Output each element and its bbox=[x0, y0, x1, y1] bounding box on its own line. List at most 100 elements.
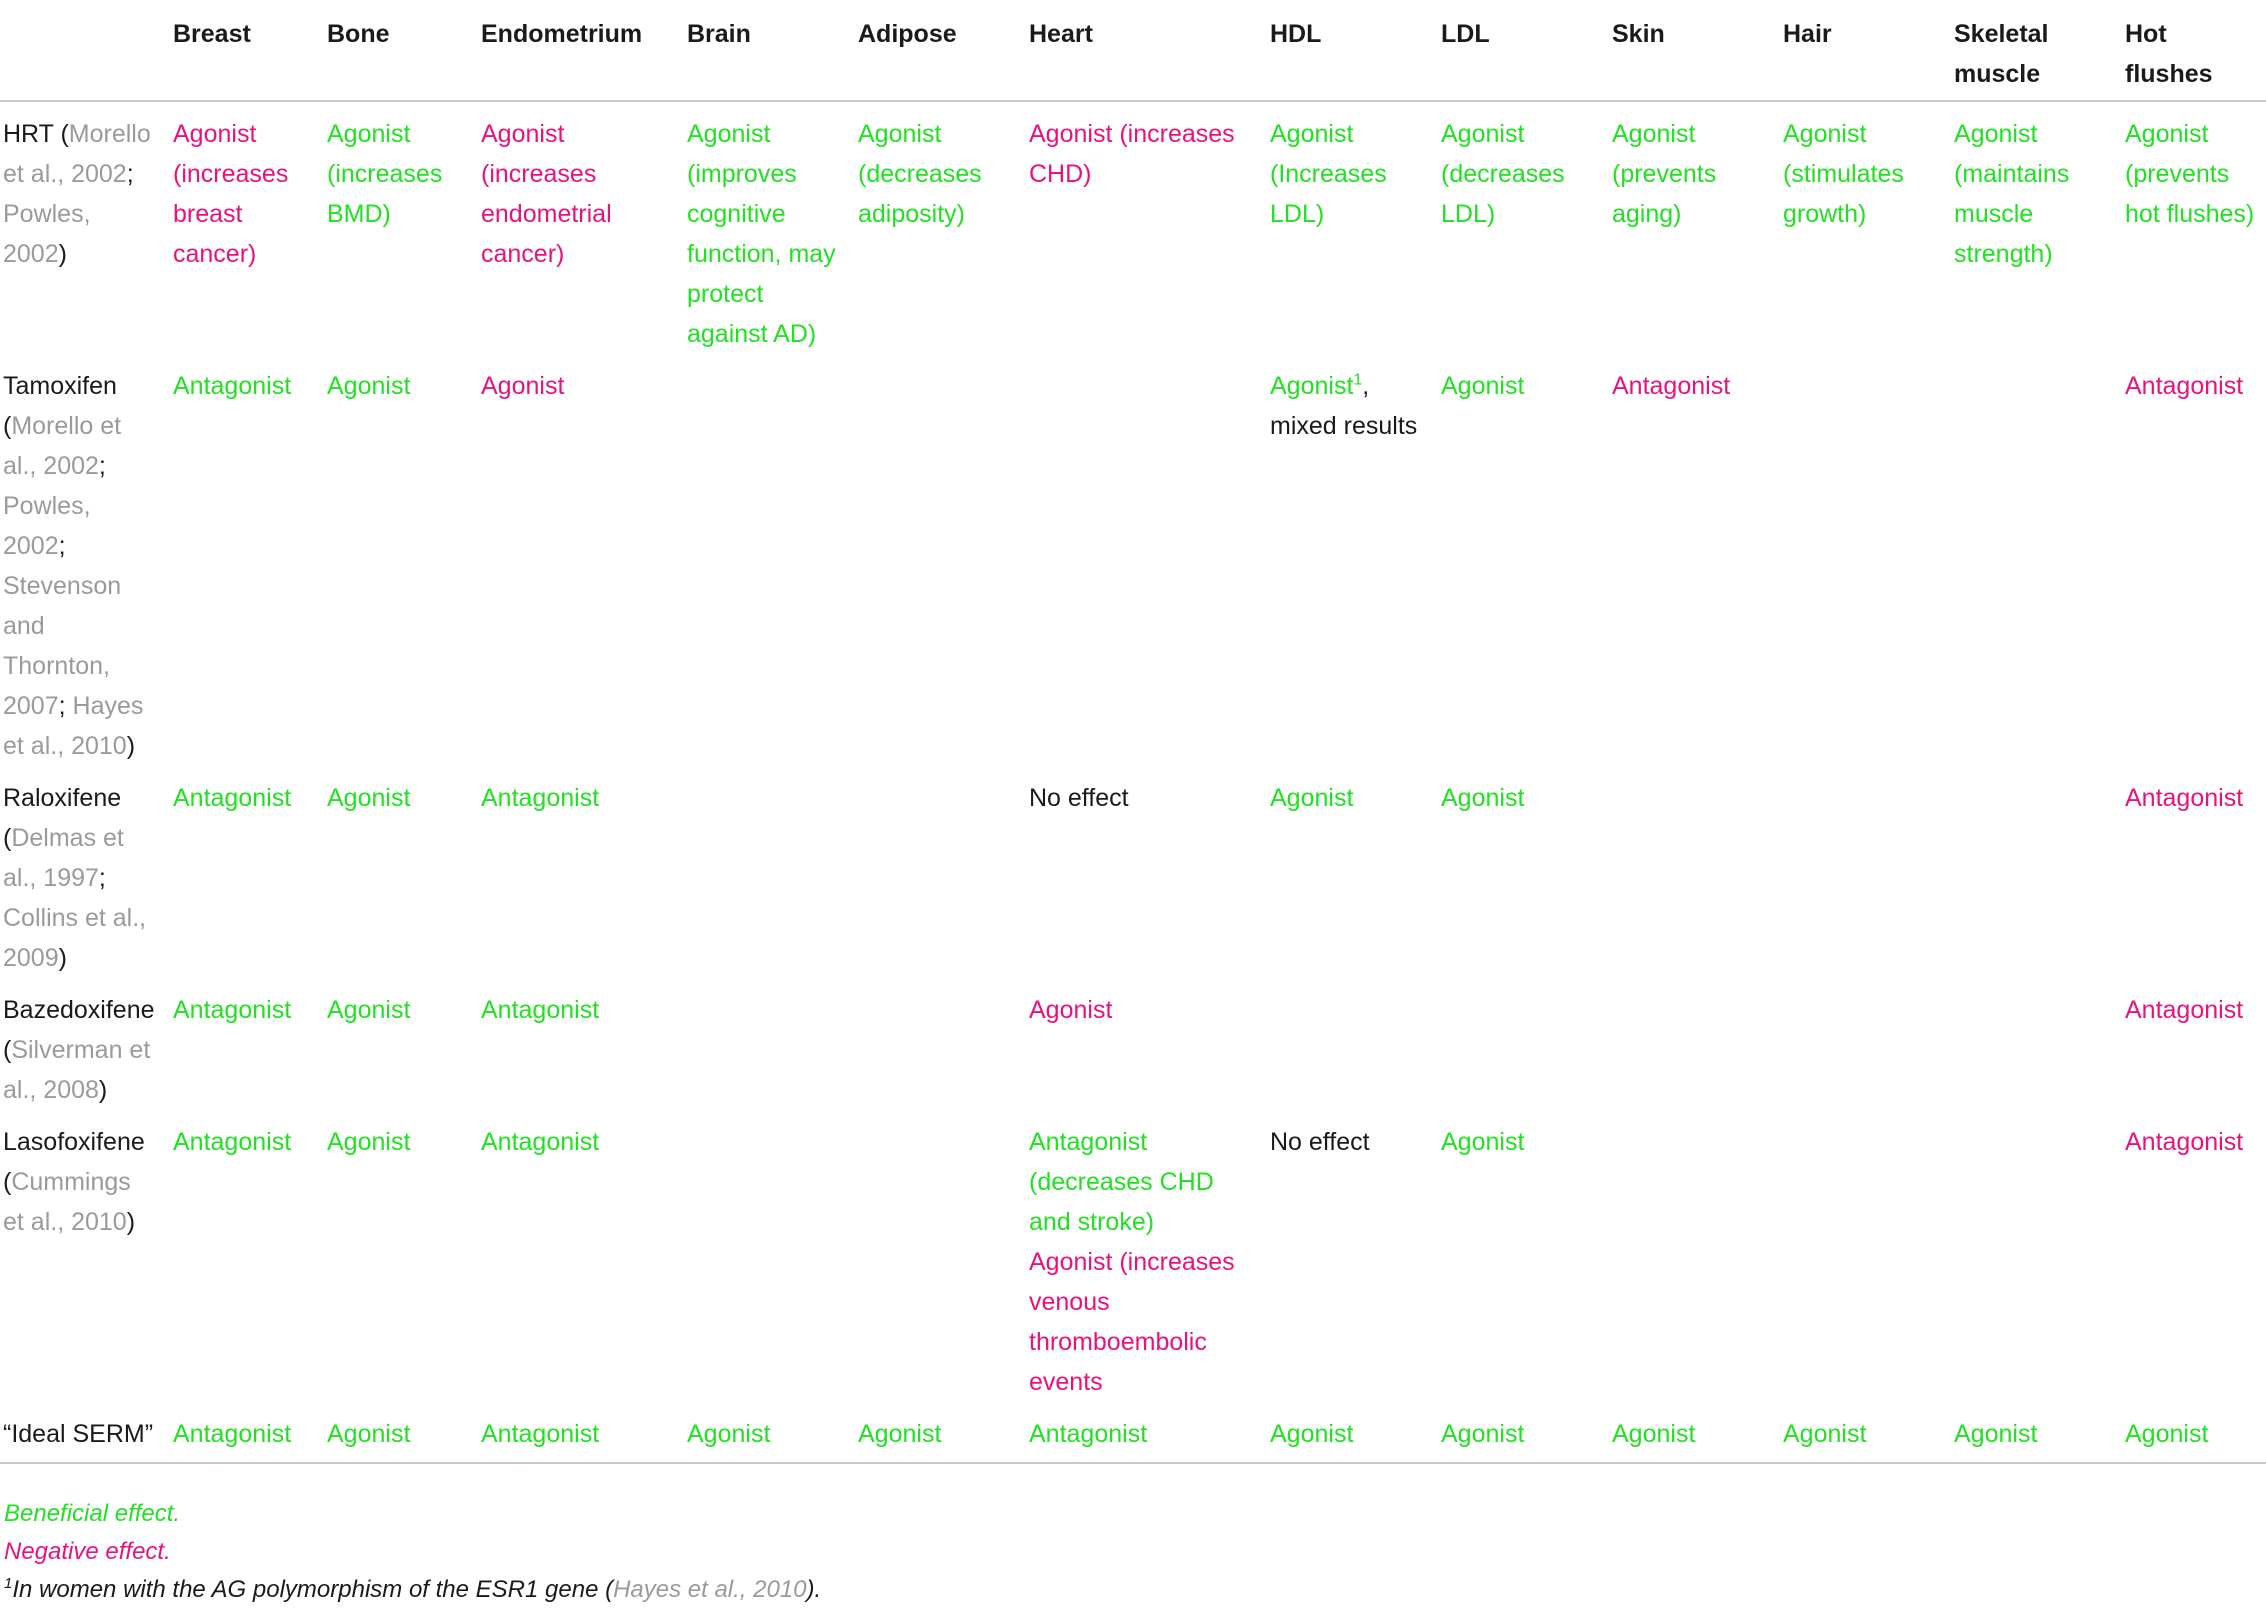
citation-link[interactable]: Morello et al., 2002 bbox=[3, 412, 122, 480]
drug-cell-ideal-serm: “Ideal SERM” bbox=[0, 1402, 165, 1463]
citation-link[interactable]: Morello et al., 2002 bbox=[3, 120, 151, 188]
column-header-skin: Skin bbox=[1612, 20, 1665, 48]
effect-cell-bone: Agonist bbox=[319, 1110, 473, 1402]
effect-text: Agonist bbox=[1441, 1128, 1525, 1156]
effect-text: Antagonist bbox=[481, 1420, 600, 1448]
effect-cell-ldl: Agonist bbox=[1433, 1110, 1604, 1402]
effect-text: Agonist bbox=[481, 372, 565, 400]
column-header-hdl: HDL bbox=[1270, 20, 1322, 48]
paren-close: ) bbox=[126, 1208, 136, 1236]
effect-text: Agonist bbox=[687, 1420, 771, 1448]
citation-link[interactable]: Powles, 2002 bbox=[3, 492, 91, 560]
effect-cell-hot-flushes: Antagonist bbox=[2117, 978, 2266, 1110]
drug-name: “Ideal SERM” bbox=[3, 1420, 154, 1448]
effect-text: Agonist (maintains muscle strength) bbox=[1954, 120, 2070, 268]
effect-cell-skeletal-muscle bbox=[1946, 354, 2117, 766]
effect-text: Agonist bbox=[1270, 372, 1354, 400]
footnote-marker: 1 bbox=[1353, 371, 1363, 389]
effect-cell-brain bbox=[679, 354, 850, 766]
effect-text: Agonist bbox=[1441, 372, 1525, 400]
drug-name: HRT bbox=[3, 120, 54, 148]
paren-open: ( bbox=[3, 1168, 12, 1196]
effect-text: Agonist (decreases LDL) bbox=[1441, 120, 1565, 228]
effect-cell-hot-flushes: Agonist (prevents hot flushes) bbox=[2117, 101, 2266, 354]
effect-cell-hair bbox=[1775, 766, 1946, 978]
paren-close: ) bbox=[126, 732, 136, 760]
paren-close: ) bbox=[58, 944, 67, 972]
effect-cell-hot-flushes: Antagonist bbox=[2117, 766, 2266, 978]
effect-cell-endometrium: Antagonist bbox=[473, 1402, 679, 1463]
citation-link[interactable]: Silverman et al., 2008 bbox=[3, 1036, 151, 1104]
drug-name: Raloxifene bbox=[3, 784, 122, 812]
effect-cell-skeletal-muscle bbox=[1946, 1110, 2117, 1402]
citation-link[interactable]: Stevenson and Thornton, 2007 bbox=[3, 572, 122, 720]
effect-text: No effect bbox=[1029, 784, 1129, 812]
effect-text: Agonist bbox=[1270, 1420, 1354, 1448]
effect-cell-endometrium: Agonist bbox=[473, 354, 679, 766]
effect-cell-hdl: Agonist bbox=[1262, 1402, 1433, 1463]
drug-name: Tamoxifen bbox=[3, 372, 117, 400]
effect-cell-endometrium: Antagonist bbox=[473, 978, 679, 1110]
effect-cell-ldl: Agonist bbox=[1433, 1402, 1604, 1463]
effect-cell-skin bbox=[1604, 766, 1775, 978]
effect-cell-bone: Agonist bbox=[319, 978, 473, 1110]
effect-text: Agonist (improves cognitive function, ma… bbox=[687, 120, 836, 348]
citation-link[interactable]: Powles, 2002 bbox=[3, 200, 91, 268]
effect-text: Agonist (prevents hot flushes) bbox=[2125, 120, 2255, 228]
effect-text: Antagonist (decreases CHD and stroke) bbox=[1029, 1128, 1214, 1236]
effect-cell-skeletal-muscle bbox=[1946, 766, 2117, 978]
effect-cell-heart: Antagonist bbox=[1021, 1402, 1262, 1463]
effect-text: No effect bbox=[1270, 1128, 1370, 1156]
effect-cell-hot-flushes: Agonist bbox=[2117, 1402, 2266, 1463]
effect-cell-hair bbox=[1775, 978, 1946, 1110]
effect-cell-breast: Antagonist bbox=[165, 1110, 319, 1402]
effect-text: Antagonist bbox=[173, 372, 292, 400]
effect-cell-breast: Antagonist bbox=[165, 1402, 319, 1463]
drug-cell-lasofoxifene: Lasofoxifene (Cummings et al., 2010) bbox=[0, 1110, 165, 1402]
effect-cell-ldl: Agonist bbox=[1433, 766, 1604, 978]
column-header-heart: Heart bbox=[1029, 20, 1093, 48]
column-header-hair: Hair bbox=[1783, 20, 1832, 48]
effect-cell-brain: Agonist bbox=[679, 1402, 850, 1463]
citation-link[interactable]: Collins et al., 2009 bbox=[3, 904, 147, 972]
effect-text: Antagonist bbox=[173, 784, 292, 812]
table-row: Bazedoxifene (Silverman et al., 2008) Ant… bbox=[0, 978, 2266, 1110]
effect-text: Agonist bbox=[1612, 1420, 1696, 1448]
effect-cell-hair: Agonist bbox=[1775, 1402, 1946, 1463]
effect-cell-brain: Agonist (improves cognitive function, ma… bbox=[679, 101, 850, 354]
effect-text: Agonist bbox=[327, 372, 411, 400]
column-header-adipose: Adipose bbox=[858, 20, 957, 48]
effect-text: Agonist (decreases adiposity) bbox=[858, 120, 982, 228]
effect-cell-hair bbox=[1775, 1110, 1946, 1402]
effect-cell-skin bbox=[1604, 978, 1775, 1110]
effect-text: Agonist bbox=[1783, 1420, 1867, 1448]
footnote-reference-link[interactable]: Hayes et al., 2010 bbox=[613, 1576, 807, 1603]
effect-cell-skeletal-muscle: Agonist bbox=[1946, 1402, 2117, 1463]
effect-cell-endometrium: Antagonist bbox=[473, 766, 679, 978]
effect-text: Agonist bbox=[1029, 996, 1113, 1024]
citation-link[interactable]: Delmas et al., 1997 bbox=[3, 824, 124, 892]
drug-name: Bazedoxifene bbox=[3, 996, 155, 1024]
table-row: “Ideal SERM” Antagonist Agonist Antagonist A… bbox=[0, 1402, 2266, 1463]
effect-text: Agonist (increases BMD) bbox=[327, 120, 443, 228]
effect-cell-adipose: Agonist bbox=[850, 1402, 1021, 1463]
paren-open: ( bbox=[3, 824, 12, 852]
citation-link[interactable]: Hayes et al., 2010 bbox=[3, 692, 144, 760]
effect-text: Antagonist bbox=[1612, 372, 1731, 400]
effect-note: , mixed results bbox=[1270, 372, 1418, 440]
column-header-bone: Bone bbox=[327, 20, 390, 48]
effect-cell-skin: Agonist (prevents aging) bbox=[1604, 101, 1775, 354]
effect-cell-breast: Antagonist bbox=[165, 766, 319, 978]
table-row: Lasofoxifene (Cummings et al., 2010) Anta… bbox=[0, 1110, 2266, 1402]
column-header-brain: Brain bbox=[687, 20, 751, 48]
effect-text: Antagonist bbox=[2125, 1128, 2244, 1156]
effect-cell-ldl: Agonist bbox=[1433, 354, 1604, 766]
citation-link[interactable]: Cummings et al., 2010 bbox=[3, 1168, 131, 1236]
effect-cell-skeletal-muscle: Agonist (maintains muscle strength) bbox=[1946, 101, 2117, 354]
effect-cell-endometrium: Antagonist bbox=[473, 1110, 679, 1402]
effect-text: Antagonist bbox=[2125, 784, 2244, 812]
effect-text: Agonist bbox=[1441, 1420, 1525, 1448]
effect-text: Antagonist bbox=[173, 996, 292, 1024]
footnote-esr1: 1In women with the AG polymorphism of th… bbox=[4, 1571, 821, 1609]
